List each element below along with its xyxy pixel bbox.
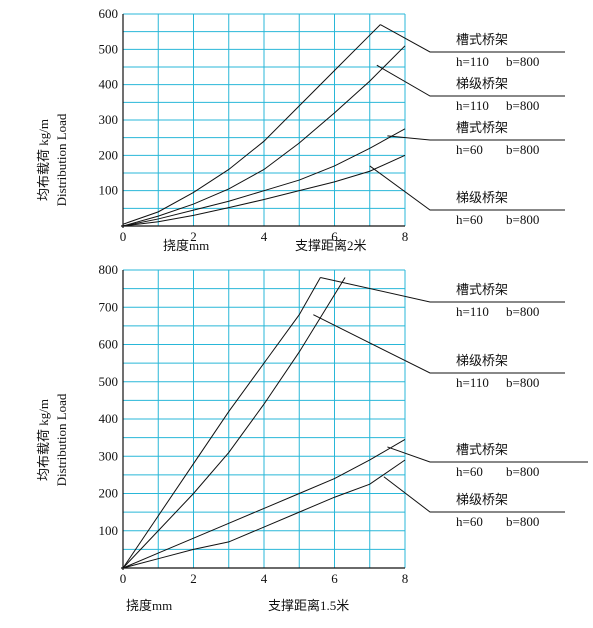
- x-tick-label: 6: [331, 571, 338, 586]
- y-tick-label: 600: [99, 6, 119, 21]
- y-tick-label: 100: [99, 183, 119, 198]
- legend-leader-line: [313, 314, 565, 374]
- x-tick-label: 0: [120, 571, 127, 586]
- series-line-1: [122, 24, 381, 225]
- legend-label-type: 槽式桥架: [456, 282, 508, 297]
- legend-leader-line: [387, 135, 565, 141]
- chart-1: 均布载荷 kg/m Distribution Load 挠度mm 支撑距离2米 …: [36, 6, 565, 253]
- y-tick-label: 800: [99, 262, 119, 277]
- legend-label-h: h=60: [456, 212, 483, 227]
- legend-label-b: b=800: [506, 212, 539, 227]
- legend-leader-line: [387, 446, 588, 463]
- legend-label-type: 梯级桥架: [456, 76, 508, 91]
- y-tick-label: 300: [99, 448, 119, 463]
- x-tick-label: 8: [402, 229, 409, 244]
- chart-1-xlabel-right: 支撑距离2米: [295, 238, 367, 253]
- y-tick-label: 400: [99, 411, 119, 426]
- series-line-4: [122, 154, 406, 227]
- legend-label-h: h=110: [456, 375, 489, 390]
- chart-1-xlabel-left: 挠度mm: [163, 238, 209, 253]
- chart-2-ylabel-cn: 均布载荷 kg/m: [36, 399, 51, 481]
- legend-label-b: b=800: [506, 304, 539, 319]
- y-tick-label: 500: [99, 374, 119, 389]
- legend-label-type: 梯级桥架: [456, 190, 508, 205]
- y-tick-label: 600: [99, 337, 119, 352]
- series-line-2: [122, 45, 406, 227]
- y-tick-label: 100: [99, 523, 119, 538]
- legend-label-b: b=800: [506, 142, 539, 157]
- legend-leader-line: [369, 165, 565, 211]
- chart-2-grid: [121, 269, 406, 570]
- series-line-3: [122, 128, 406, 227]
- legend-leader-line: [376, 64, 565, 97]
- chart-1-grid: [121, 13, 406, 228]
- x-tick-label: 8: [402, 571, 409, 586]
- legend-label-b: b=800: [506, 375, 539, 390]
- x-tick-label: 6: [331, 229, 338, 244]
- x-tick-label: 2: [190, 571, 197, 586]
- chart-1-series: [122, 24, 406, 227]
- legend-label-type: 槽式桥架: [456, 120, 508, 135]
- x-tick-label: 0: [120, 229, 127, 244]
- x-tick-label: 4: [261, 229, 268, 244]
- x-tick-label: 2: [190, 229, 197, 244]
- y-tick-label: 500: [99, 41, 119, 56]
- legend-label-b: b=800: [506, 464, 539, 479]
- chart-2-series: [122, 277, 406, 569]
- chart-1-legend: 槽式桥架 h=110 b=800 梯级桥架 h=110 b=800 槽式桥架 h=60 b=80…: [369, 24, 565, 227]
- chart-2-legend: 槽式桥架 h=110 b=800 梯级桥架 h=110 b=800 槽式桥架 h=60 b=80…: [313, 276, 588, 529]
- chart-1-ylabel-en: Distribution Load: [54, 113, 69, 206]
- chart-1-ticks: 0 2 4 6 8 100 200 300 400 500 600: [99, 6, 409, 244]
- series-line-4: [122, 459, 406, 569]
- series-line-2: [122, 277, 346, 569]
- chart-2-xlabel-left: 挠度mm: [126, 598, 172, 613]
- legend-leader-line: [383, 476, 565, 513]
- legend-label-type: 梯级桥架: [456, 353, 508, 368]
- legend-label-h: h=60: [456, 464, 483, 479]
- legend-label-type: 槽式桥架: [456, 32, 508, 47]
- chart-2: 均布载荷 kg/m Distribution Load 挠度mm 支撑距离1.5…: [36, 262, 588, 613]
- series-line-1: [122, 277, 321, 569]
- legend-label-type: 槽式桥架: [456, 442, 508, 457]
- x-tick-label: 4: [261, 571, 268, 586]
- y-tick-label: 200: [99, 486, 119, 501]
- y-tick-label: 200: [99, 147, 119, 162]
- series-line-3: [122, 439, 406, 569]
- chart-1-ylabel-cn: 均布载荷 kg/m: [36, 119, 51, 201]
- legend-label-b: b=800: [506, 514, 539, 529]
- legend-label-type: 梯级桥架: [456, 492, 508, 507]
- legend-label-h: h=110: [456, 304, 489, 319]
- legend-leader-line: [380, 24, 565, 53]
- chart-2-ylabel-en: Distribution Load: [54, 393, 69, 486]
- y-tick-label: 400: [99, 77, 119, 92]
- legend-leader-line: [320, 276, 565, 303]
- chart-2-ticks: 0 2 4 6 8 100 200 300 400 500 600 700 800: [99, 262, 409, 586]
- legend-label-b: b=800: [506, 98, 539, 113]
- chart-2-xlabel-right: 支撑距离1.5米: [268, 598, 349, 613]
- y-tick-label: 700: [99, 299, 119, 314]
- legend-label-h: h=60: [456, 514, 483, 529]
- legend-label-h: h=110: [456, 98, 489, 113]
- legend-label-h: h=110: [456, 54, 489, 69]
- legend-label-h: h=60: [456, 142, 483, 157]
- legend-label-b: b=800: [506, 54, 539, 69]
- y-tick-label: 300: [99, 112, 119, 127]
